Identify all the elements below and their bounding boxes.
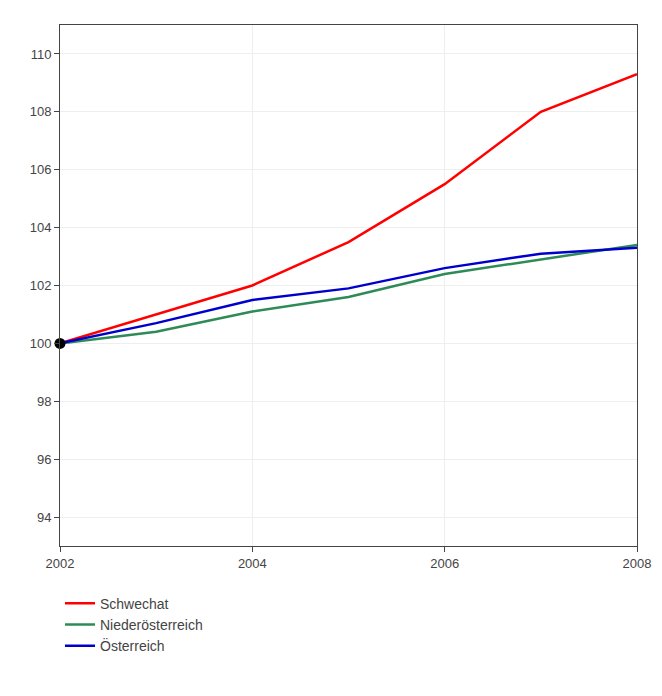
svg-text:2008: 2008 — [623, 556, 652, 571]
svg-text:Österreich: Österreich — [100, 637, 165, 654]
svg-text:Schwechat: Schwechat — [100, 596, 169, 612]
svg-text:98: 98 — [37, 394, 51, 409]
svg-text:94: 94 — [37, 510, 51, 525]
svg-text:100: 100 — [30, 336, 52, 351]
svg-text:104: 104 — [30, 220, 52, 235]
svg-text:96: 96 — [37, 452, 51, 467]
svg-text:2006: 2006 — [430, 556, 459, 571]
svg-text:106: 106 — [30, 162, 52, 177]
svg-text:110: 110 — [31, 46, 52, 61]
svg-text:Niederösterreich: Niederösterreich — [100, 617, 203, 633]
svg-text:102: 102 — [30, 278, 52, 293]
svg-text:108: 108 — [30, 104, 52, 119]
svg-text:2002: 2002 — [46, 556, 75, 571]
svg-text:2004: 2004 — [238, 556, 267, 571]
